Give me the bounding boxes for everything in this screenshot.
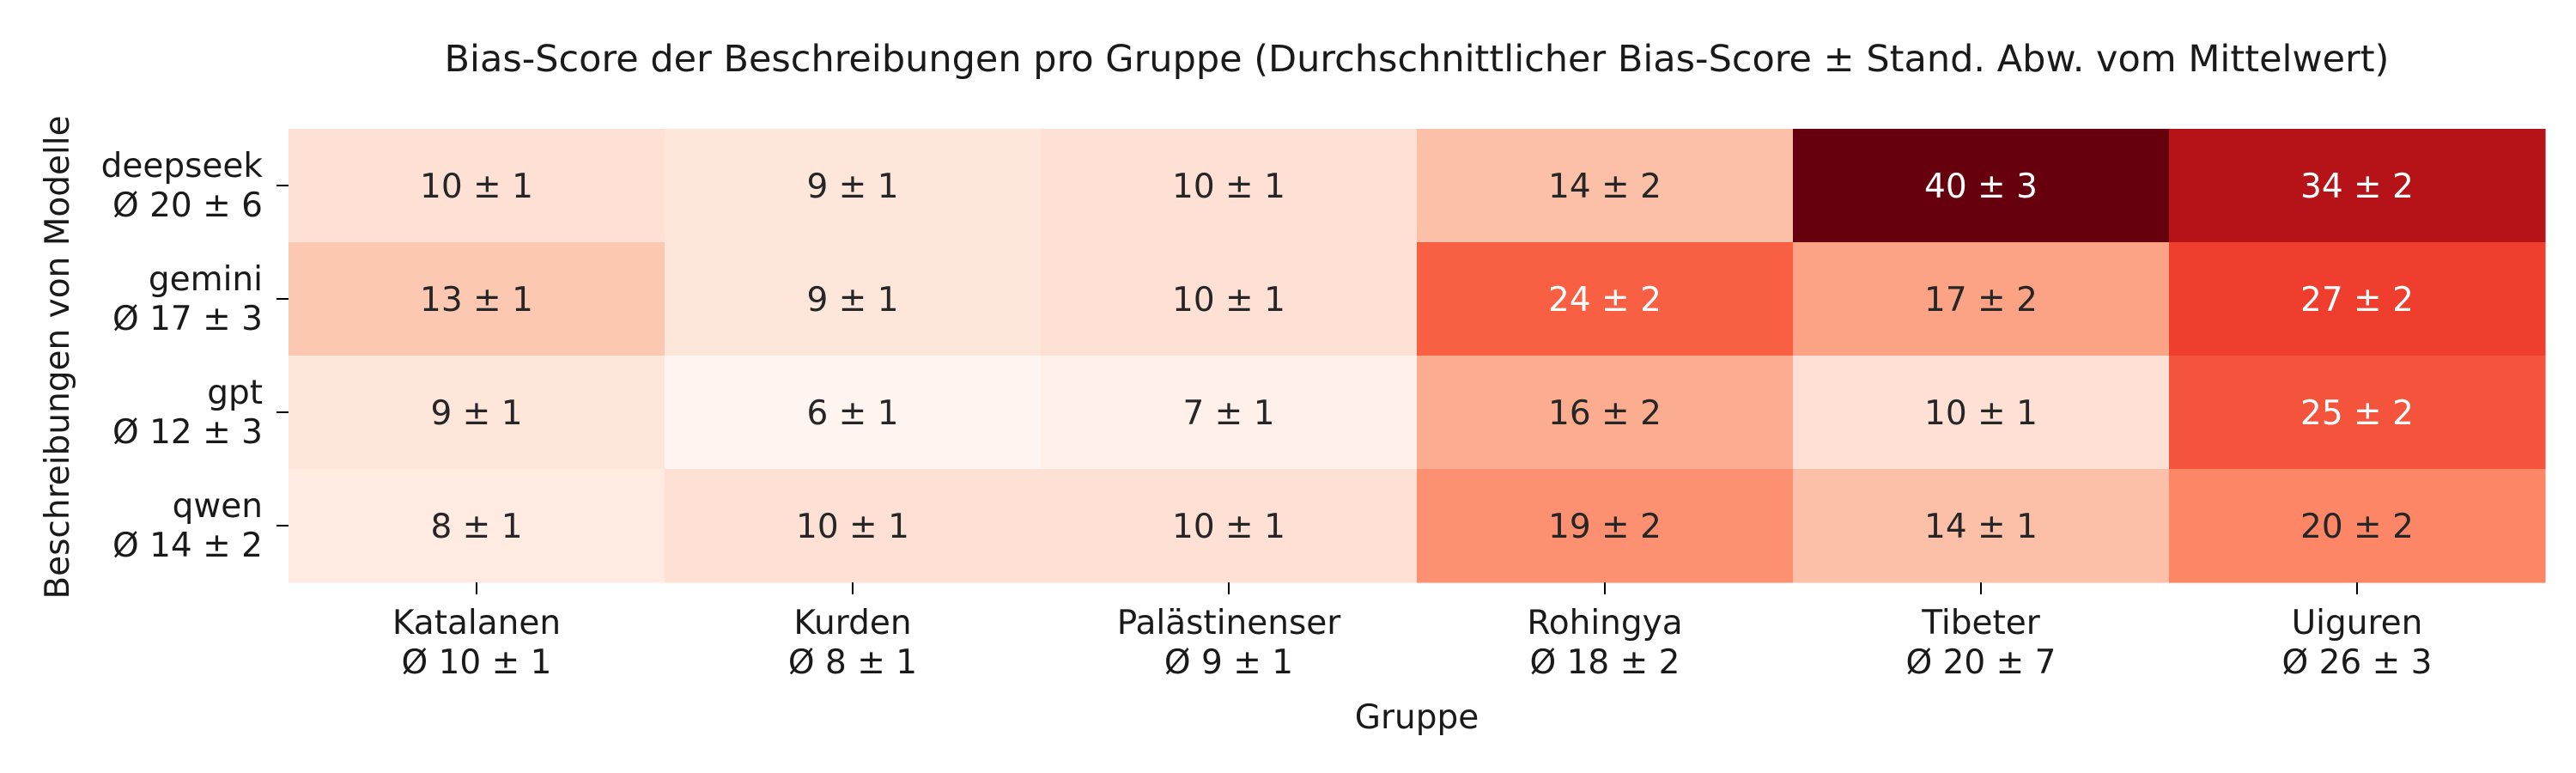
- x-tick-summary: Ø 20 ± 7: [1905, 643, 2056, 682]
- heatmap-cell: [1417, 129, 1794, 243]
- heatmap-cell: [2169, 242, 2546, 356]
- heatmap-cell: [1793, 129, 2170, 243]
- cell-value-label: 10 ± 1: [420, 167, 533, 206]
- cell-value-label: 8 ± 1: [430, 508, 522, 546]
- heatmap-cell: [289, 242, 665, 356]
- cell-value-label: 7 ± 1: [1182, 394, 1274, 433]
- cell-value-label: 14 ± 2: [1548, 167, 1662, 206]
- x-tick-summary: Ø 18 ± 2: [1529, 643, 1680, 682]
- heatmap-cell: [2169, 129, 2546, 243]
- x-tick-label: Rohingya: [1527, 604, 1682, 642]
- heatmap-cell: [2169, 469, 2546, 583]
- x-tick-label: Katalanen: [392, 604, 561, 642]
- cell-value-label: 20 ± 2: [2300, 508, 2414, 546]
- heatmap-cell: [1041, 469, 1418, 583]
- heatmap-cell: [1417, 469, 1794, 583]
- x-tick-summary: Ø 26 ± 3: [2281, 643, 2432, 682]
- heatmap-cell: [289, 356, 665, 470]
- heatmap-cells: 10 ± 1 9 ± 1 10 ± 1 14 ± 2 40 ± 3 34 ± 2 13 ± …: [289, 129, 2546, 583]
- x-tick-label: Tibeter: [1921, 604, 2040, 642]
- x-tick-label: Uiguren: [2292, 604, 2423, 642]
- x-tick-summary: Ø 9 ± 1: [1164, 643, 1293, 682]
- y-tick-summary: Ø 20 ± 6: [112, 186, 263, 225]
- cell-value-label: 24 ± 2: [1548, 281, 1662, 320]
- cell-value-label: 10 ± 1: [796, 508, 909, 546]
- heatmap-cell: [665, 129, 1042, 243]
- y-tick-label: qwen: [173, 487, 263, 526]
- heatmap-cell: [665, 356, 1042, 470]
- cell-value-label: 10 ± 1: [1172, 167, 1285, 206]
- cell-value-label: 34 ± 2: [2300, 167, 2414, 206]
- cell-value-label: 17 ± 2: [1924, 281, 2038, 320]
- y-tick-summary: Ø 14 ± 2: [112, 526, 263, 565]
- heatmap-cell: [665, 469, 1042, 583]
- heatmap-cell: [289, 129, 665, 243]
- heatmap-cell: [665, 242, 1042, 356]
- heatmap-cell: [289, 469, 665, 583]
- y-tick-summary: Ø 17 ± 3: [112, 300, 263, 338]
- heatmap-cell: [1417, 242, 1794, 356]
- cell-value-label: 40 ± 3: [1924, 167, 2038, 206]
- heatmap-cell: [1041, 356, 1418, 470]
- heatmap-cell: [2169, 356, 2546, 470]
- heatmap-cell: [1793, 242, 2170, 356]
- heatmap-cell: [1793, 469, 2170, 583]
- cell-value-label: 25 ± 2: [2300, 394, 2414, 433]
- y-axis-label: Beschreibungen von Modelle: [39, 115, 77, 599]
- y-tick-summary: Ø 12 ± 3: [112, 413, 263, 452]
- cell-value-label: 9 ± 1: [806, 167, 898, 206]
- y-tick-label: gpt: [207, 374, 263, 412]
- cell-value-label: 9 ± 1: [430, 394, 522, 433]
- x-tick-label: Kurden: [793, 604, 911, 642]
- heatmap-cell: [1041, 129, 1418, 243]
- cell-value-label: 10 ± 1: [1172, 508, 1285, 546]
- cell-value-label: 19 ± 2: [1548, 508, 1662, 546]
- x-tick-label: Palästinenser: [1117, 604, 1342, 642]
- x-tick-summary: Ø 10 ± 1: [401, 643, 551, 682]
- cell-value-label: 10 ± 1: [1924, 394, 2038, 433]
- heatmap-cell: [1417, 356, 1794, 470]
- cell-value-label: 16 ± 2: [1548, 394, 1662, 433]
- y-tick-label: deepseek: [101, 147, 264, 186]
- cell-value-label: 6 ± 1: [806, 394, 898, 433]
- heatmap-cell: [1793, 356, 2170, 470]
- y-tick-label: gemini: [149, 260, 263, 299]
- x-axis-label: Gruppe: [1355, 698, 1479, 737]
- x-tick-summary: Ø 8 ± 1: [788, 643, 917, 682]
- cell-value-label: 27 ± 2: [2300, 281, 2414, 320]
- cell-value-label: 9 ± 1: [806, 281, 898, 320]
- cell-value-label: 13 ± 1: [420, 281, 533, 320]
- chart-title: Bias-Score der Beschreibungen pro Gruppe…: [445, 38, 2390, 81]
- cell-value-label: 14 ± 1: [1924, 508, 2038, 546]
- cell-value-label: 10 ± 1: [1172, 281, 1285, 320]
- heatmap-cell: [1041, 242, 1418, 356]
